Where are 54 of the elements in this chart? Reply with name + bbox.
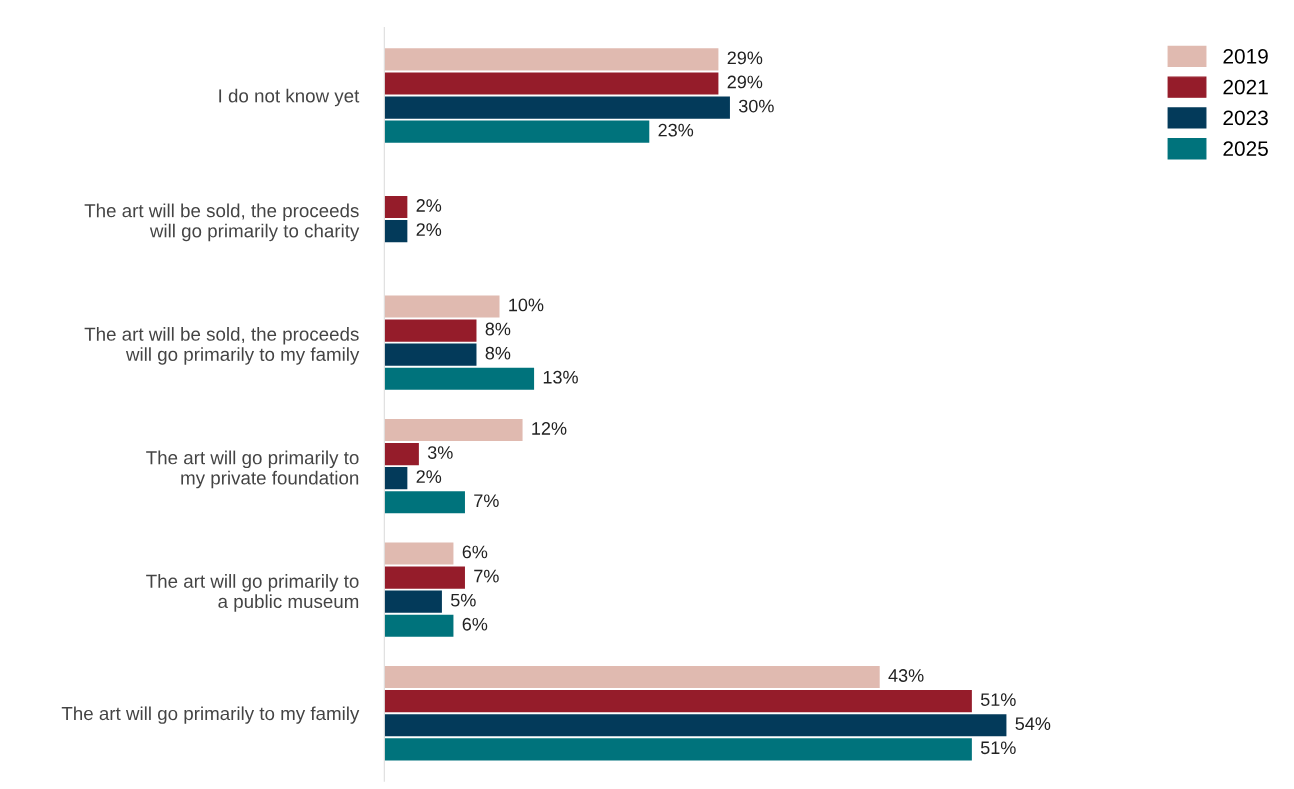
data-label: 30% xyxy=(738,99,774,113)
bar xyxy=(384,48,719,71)
bar xyxy=(384,665,880,689)
data-label: 51% xyxy=(980,741,1016,755)
bar xyxy=(384,467,408,490)
y-tick-label: The art will go primarily to a public museum xyxy=(146,574,359,612)
data-label: 29% xyxy=(727,51,763,65)
bar xyxy=(384,542,454,565)
data-label: 6% xyxy=(462,617,488,631)
data-label: 51% xyxy=(980,693,1016,706)
data-label: 5% xyxy=(450,593,476,607)
bar xyxy=(384,418,523,442)
data-label: 10% xyxy=(509,298,544,312)
data-label: 6% xyxy=(462,545,488,559)
bar xyxy=(384,96,730,119)
bar xyxy=(384,443,419,466)
data-label: 54% xyxy=(1015,717,1051,731)
bar xyxy=(384,566,465,589)
legend-label: 2019 xyxy=(1223,48,1268,64)
data-label: 43% xyxy=(888,669,924,682)
bar xyxy=(384,590,442,613)
bar xyxy=(384,295,500,318)
bar xyxy=(384,491,465,514)
data-label: 2% xyxy=(416,223,442,236)
data-label: 29% xyxy=(727,75,763,89)
bar xyxy=(384,72,719,95)
bar xyxy=(384,714,1007,737)
data-label: 7% xyxy=(474,569,499,583)
legend-label: 2023 xyxy=(1223,110,1268,126)
data-label: 8% xyxy=(485,346,511,360)
data-label: 12% xyxy=(532,422,567,435)
legend-label: 2021 xyxy=(1223,79,1268,95)
data-label: 2% xyxy=(416,470,442,483)
bar xyxy=(384,220,408,243)
y-tick-label: The art will be sold, the proceeds will go primarily to charity xyxy=(84,203,360,242)
bar xyxy=(384,690,972,713)
bar xyxy=(384,738,972,761)
bar xyxy=(384,343,477,366)
y-tick-label: The art will be sold, the proceeds will go primarily to my family xyxy=(84,327,360,365)
data-label: 7% xyxy=(474,494,499,508)
y-tick-label: The art will go primarily to my family xyxy=(61,706,360,724)
data-label: 23% xyxy=(658,123,694,137)
data-label: 8% xyxy=(485,322,511,336)
data-label: 13% xyxy=(543,370,578,384)
legend-label: 2025 xyxy=(1223,141,1268,156)
data-label: 3% xyxy=(427,446,453,459)
data-label: 2% xyxy=(416,199,442,212)
bar xyxy=(384,614,454,637)
y-tick-label: The art will go primarily to my private foundation xyxy=(146,450,359,489)
bar xyxy=(384,195,408,219)
y-tick-label: I do not know yet xyxy=(219,88,360,107)
bar xyxy=(384,120,650,143)
bar xyxy=(384,319,477,342)
bar xyxy=(384,367,535,390)
